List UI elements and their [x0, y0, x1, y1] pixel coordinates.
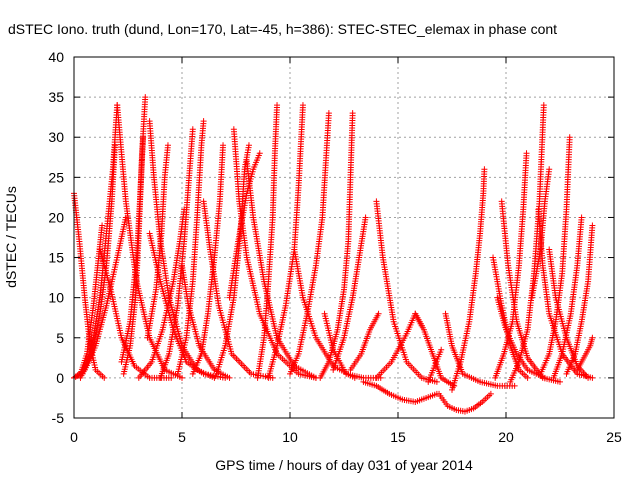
- data-point: [481, 166, 488, 173]
- data-point: [546, 166, 553, 173]
- data-point: [540, 102, 547, 109]
- x-tick-label: 15: [390, 429, 406, 445]
- data-series-pass-38: [449, 166, 488, 393]
- data-point: [557, 378, 563, 385]
- data-point: [524, 374, 531, 381]
- data-point: [245, 142, 252, 149]
- data-series-pass-32: [360, 378, 440, 405]
- data-series-pass-28: [330, 214, 369, 373]
- y-tick-label: 30: [48, 129, 64, 145]
- data-series-pass-42: [492, 150, 530, 381]
- data-point: [438, 346, 445, 353]
- data-point: [112, 142, 119, 149]
- x-axis-label: GPS time / hours of day 031 of year 2014: [215, 457, 473, 473]
- y-axis-ticks: -5 0 5 10 15 20 25 30 35 40: [48, 49, 614, 426]
- data-point: [101, 374, 108, 381]
- data-point: [226, 374, 233, 381]
- data-series-pass-36: [436, 390, 494, 415]
- data-series-pass-08: [120, 94, 149, 377]
- y-axis-label: dSTEC / TECUs: [3, 186, 19, 288]
- x-tick-label: 25: [606, 429, 622, 445]
- x-tick-label: 0: [70, 429, 78, 445]
- data-series-pass-37: [425, 346, 445, 385]
- y-tick-label: 35: [48, 89, 64, 105]
- data-point: [578, 214, 585, 221]
- data-point: [511, 382, 518, 389]
- data-series-pass-22: [243, 158, 319, 381]
- data-series-pass-20: [230, 126, 319, 381]
- data-point: [99, 222, 106, 229]
- data-point: [433, 378, 440, 385]
- data-point: [362, 214, 369, 221]
- y-tick-label: 5: [56, 330, 64, 346]
- y-tick-label: 10: [48, 290, 64, 306]
- data-point: [585, 374, 592, 381]
- data-series-pass-44: [528, 166, 553, 301]
- data-series-pass-27: [317, 110, 356, 381]
- x-tick-label: 10: [282, 429, 298, 445]
- data-series-pass-48: [550, 214, 585, 381]
- data-series-pass-14: [157, 126, 196, 381]
- data-series-pass-34: [412, 310, 458, 389]
- data-point: [523, 150, 530, 157]
- y-tick-label: 40: [48, 49, 64, 65]
- y-tick-label: -5: [52, 410, 65, 426]
- data-series-pass-50: [574, 334, 596, 373]
- data-point: [299, 102, 306, 109]
- data-point: [168, 374, 175, 381]
- data-series-pass-16: [174, 118, 207, 377]
- x-tick-label: 5: [178, 429, 186, 445]
- data-point: [140, 134, 147, 141]
- data-point: [142, 94, 149, 101]
- plot-frame: [73, 56, 615, 419]
- data-point: [325, 110, 332, 117]
- data-series-pass-40: [498, 198, 563, 385]
- data-point: [589, 334, 596, 341]
- data-series-pass-13: [144, 142, 171, 341]
- data-series-pass-09: [118, 134, 147, 365]
- y-tick-label: 20: [48, 209, 64, 225]
- data-point: [349, 110, 356, 117]
- data-series-pass-30: [347, 310, 382, 373]
- data-marks: [71, 94, 596, 415]
- data-series-pass-31: [373, 198, 440, 385]
- data-point: [541, 374, 548, 381]
- data-point: [375, 310, 382, 317]
- y-tick-label: 25: [48, 169, 64, 185]
- data-series-pass-35: [442, 310, 518, 389]
- x-tick-label: 20: [498, 429, 514, 445]
- data-series-pass-17: [189, 142, 227, 377]
- data-point: [566, 134, 573, 141]
- data-point: [274, 102, 281, 109]
- data-point: [164, 142, 171, 149]
- data-point: [589, 222, 596, 229]
- data-series-pass-49: [563, 222, 596, 377]
- data-series-pass-23: [254, 102, 281, 381]
- data-series-pass-46: [537, 134, 573, 377]
- data-series-pass-26: [287, 110, 332, 377]
- data-point: [487, 390, 494, 397]
- y-tick-label: 15: [48, 250, 64, 266]
- data-point: [220, 142, 227, 149]
- data-point: [189, 126, 196, 133]
- y-tick-label: 0: [56, 370, 64, 386]
- chart-title: dSTEC Iono. truth (dund, Lon=170, Lat=-4…: [8, 21, 557, 37]
- data-point: [200, 118, 207, 125]
- data-point: [256, 150, 263, 157]
- data-series-pass-33: [373, 310, 425, 381]
- data-point: [179, 374, 185, 381]
- data-series-pass-29: [321, 310, 384, 381]
